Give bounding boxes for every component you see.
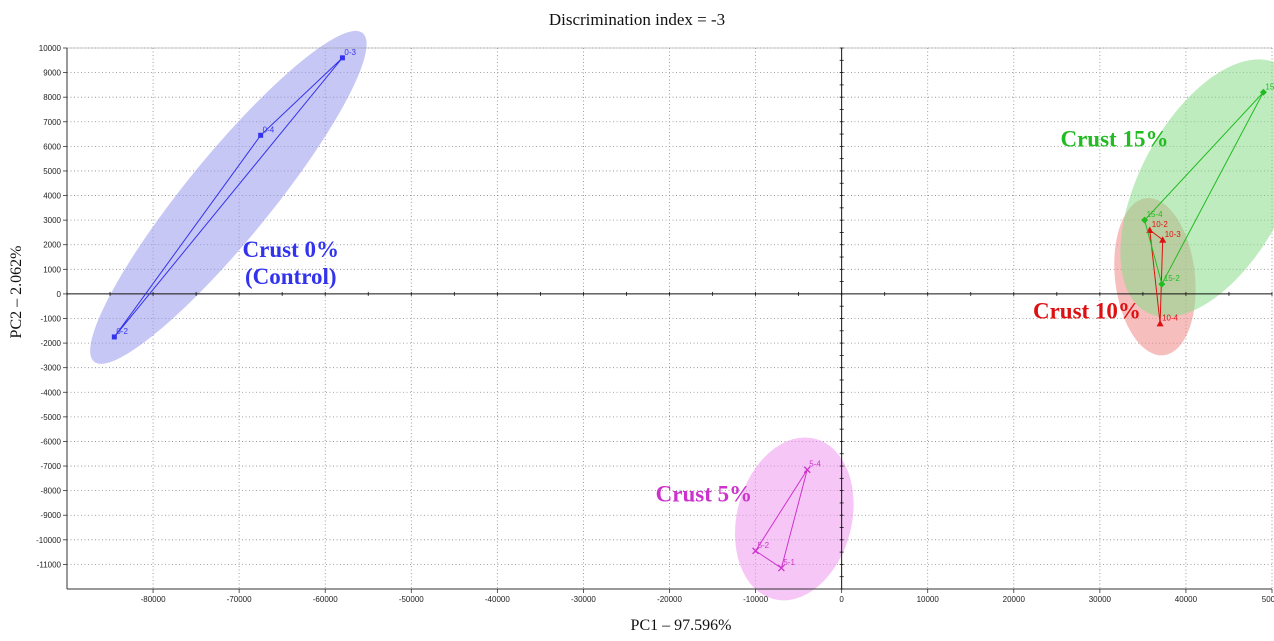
y-tick-label: 10000 <box>39 44 62 53</box>
y-tick-label: 4000 <box>43 192 61 201</box>
y-tick-label: 7000 <box>43 118 61 127</box>
x-tick-label: -40000 <box>485 595 510 604</box>
point-label: 5-2 <box>758 541 770 550</box>
y-tick-label: -7000 <box>41 462 62 471</box>
series-connector <box>754 469 808 569</box>
x-tick-label: 10000 <box>917 595 940 604</box>
x-tick-label: 5000( <box>1262 595 1274 604</box>
x-tick-label: -70000 <box>227 595 252 604</box>
point-label: 10-2 <box>1152 220 1169 229</box>
y-tick-label: -11000 <box>37 560 62 569</box>
y-tick-label: -1000 <box>41 315 62 324</box>
group-label: Crust 5% <box>656 482 752 507</box>
group-labels: Crust 0%(Control) Crust 5% Crust 10% Crust … <box>243 126 1169 506</box>
point-label: 0-4 <box>263 125 275 134</box>
x-tick-label: -20000 <box>657 595 682 604</box>
point-label: 0-3 <box>344 48 356 57</box>
y-tick-label: 8000 <box>43 93 61 102</box>
y-tick-label: -2000 <box>41 339 62 348</box>
data-point <box>111 334 117 340</box>
x-tick-label: 40000 <box>1175 595 1198 604</box>
series-group: 15-4 15-2 15-3 <box>1141 82 1274 288</box>
point-label: 5-1 <box>783 558 795 567</box>
series-connector <box>1144 91 1264 286</box>
data-point <box>1259 88 1267 96</box>
y-tick-label: -3000 <box>41 364 62 373</box>
x-tick-label: 20000 <box>1003 595 1026 604</box>
series-group: 10-210-3 10-4 <box>1146 220 1182 327</box>
data-point <box>1159 236 1167 243</box>
y-tick-label: 9000 <box>43 69 61 78</box>
y-tick-label: 0 <box>57 290 62 299</box>
x-tick-label: -50000 <box>399 595 424 604</box>
point-label: 10-4 <box>1162 313 1179 322</box>
point-label: 15-4 <box>1147 210 1164 219</box>
y-tick-label: -9000 <box>41 511 62 520</box>
data-point <box>1158 280 1166 288</box>
point-label: 15-2 <box>1164 274 1181 283</box>
data-point <box>803 466 811 474</box>
y-tick-label: -8000 <box>41 487 62 496</box>
group-label: Crust 15% <box>1060 126 1168 151</box>
x-tick-labels: -80000 -70000 -60000 -50000 -40000 -30000 -200… <box>141 589 1274 604</box>
x-tick-label: 30000 <box>1089 595 1112 604</box>
series-group: 0-2 0-4 0-3 <box>111 48 357 340</box>
y-tick-label: -5000 <box>41 413 62 422</box>
point-label: 15-3 <box>1265 82 1274 91</box>
data-point <box>258 132 264 138</box>
y-tick-label: 3000 <box>43 216 61 225</box>
series-connector <box>113 57 343 338</box>
group-label: Crust 0% <box>243 237 339 262</box>
data-point <box>752 547 760 555</box>
data-point <box>777 564 785 572</box>
x-tick-label: -10000 <box>743 595 768 604</box>
x-tick-label: 0 <box>839 595 844 604</box>
y-tick-labels: 1000090008000700060005000400030002000100… <box>36 44 67 569</box>
y-tick-label: -6000 <box>41 437 62 446</box>
data-point <box>1141 216 1149 224</box>
y-tick-label: 6000 <box>43 142 61 151</box>
data-point <box>339 55 345 61</box>
group-label: (Control) <box>245 264 337 289</box>
point-label: 10-3 <box>1165 230 1182 239</box>
y-tick-label: 5000 <box>43 167 61 176</box>
y-tick-label: 1000 <box>43 265 61 274</box>
y-tick-label: -10000 <box>36 536 61 545</box>
series-markers: 0-20-40-35-25-15-410-210-310-415-415-215… <box>111 48 1274 572</box>
data-point <box>1156 319 1164 327</box>
series-group: 5-2 5-1 5-4 <box>752 460 821 572</box>
x-tick-label: -30000 <box>571 595 596 604</box>
x-axis-label: PC1 – 97.596% <box>630 617 732 634</box>
x-tick-label: -80000 <box>141 595 166 604</box>
grid-lines <box>67 47 1273 589</box>
y-tick-label: 2000 <box>43 241 61 250</box>
x-tick-label: -60000 <box>313 595 338 604</box>
group-label: Crust 10% <box>1033 299 1141 324</box>
y-tick-label: -4000 <box>41 388 62 397</box>
chart-title: Discrimination index = -3 <box>548 10 726 29</box>
point-label: 5-4 <box>809 460 821 469</box>
point-label: 0-2 <box>116 327 128 336</box>
